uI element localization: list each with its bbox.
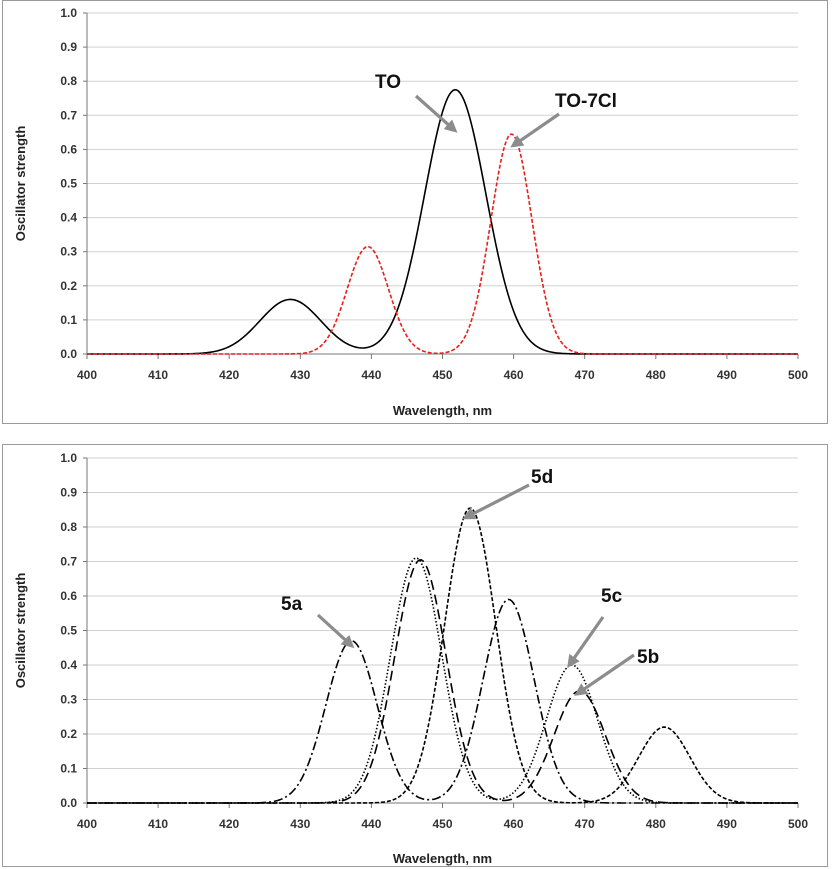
annotation-label-5a: 5a [281, 594, 303, 615]
y-tick-label: 0.5 [60, 177, 77, 191]
series-line-to [87, 88, 798, 355]
y-tick-label: 1.0 [60, 451, 77, 465]
chart-panel-top: 0.0 0.1 0.2 0.3 0.4 0.5 0.6 0.7 0.8 0.9 1.0 400 410 4… [2, 0, 828, 424]
y-tick-label: 0.2 [60, 279, 77, 293]
x-axis-title: Wavelength, nm [393, 403, 492, 418]
x-tick-label: 480 [646, 817, 666, 831]
annotation-arrow [567, 616, 605, 668]
annotation-arrow [462, 483, 530, 520]
y-tick-label: 0.9 [60, 486, 77, 500]
x-tick-label: 410 [148, 368, 168, 382]
x-axis-title: Wavelength, nm [393, 851, 492, 866]
x-tick-label: 480 [646, 368, 666, 382]
y-tick-label: 0.9 [60, 40, 77, 54]
x-tick-label: 440 [361, 817, 381, 831]
y-tick-label: 0.3 [60, 693, 77, 707]
y-tick-label: 0.8 [60, 520, 77, 534]
annotation-label-5d: 5d [531, 467, 553, 488]
annotation-arrow [414, 94, 458, 133]
y-tick-label: 0.0 [60, 796, 77, 810]
y-axis-title: Oscillator strength [13, 126, 28, 242]
y-tick-label: 0.4 [60, 211, 77, 225]
x-tick-label: 430 [290, 817, 310, 831]
y-tick-label: 0.2 [60, 727, 77, 741]
x-tick-label: 400 [77, 817, 97, 831]
series-line-5a [87, 598, 798, 804]
annotation-label-5c: 5c [601, 586, 623, 607]
oscillator-strength-chart-top: 0.0 0.1 0.2 0.3 0.4 0.5 0.6 0.7 0.8 0.9 1.0 400 410 4… [13, 6, 808, 418]
x-tick-label: 460 [504, 817, 524, 831]
annotation-arrow [316, 613, 355, 649]
y-tick-label: 0.6 [60, 589, 77, 603]
annotation-label-5b: 5b [637, 647, 659, 668]
x-tick-label: 420 [219, 368, 239, 382]
series-line-5c [87, 557, 798, 804]
y-tick-label: 0.5 [60, 624, 77, 638]
series-line-to-7cl [87, 133, 798, 355]
y-tick-label: 0.0 [60, 347, 77, 361]
x-tick-label: 460 [504, 368, 524, 382]
x-tick-label: 470 [575, 368, 595, 382]
y-tick-label: 1.0 [60, 6, 77, 20]
y-tick-label: 0.8 [60, 74, 77, 88]
series-line-5d [87, 559, 798, 804]
annotation-arrow [574, 653, 635, 696]
y-tick-label: 0.7 [60, 108, 77, 122]
y-tick-label: 0.7 [60, 555, 77, 569]
x-tick-label: 420 [219, 817, 239, 831]
y-tick-label: 0.1 [60, 313, 77, 327]
x-tick-label: 400 [77, 368, 97, 382]
annotation-label-to: TO [375, 72, 401, 93]
x-tick-label: 430 [290, 368, 310, 382]
annotation-arrow [510, 112, 560, 148]
x-tick-label: 490 [717, 368, 737, 382]
x-tick-label: 490 [717, 817, 737, 831]
x-tick-label: 470 [575, 817, 595, 831]
y-tick-label: 0.4 [60, 658, 77, 672]
annotation-label-to-7cl: TO-7Cl [555, 91, 617, 112]
x-tick-label: 440 [361, 368, 381, 382]
y-tick-label: 0.1 [60, 762, 77, 776]
y-tick-label: 0.3 [60, 245, 77, 259]
x-tick-label: 500 [788, 817, 808, 831]
x-tick-label: 410 [148, 817, 168, 831]
oscillator-strength-chart-bottom: 0.0 0.1 0.2 0.3 0.4 0.5 0.6 0.7 0.8 0.9 1.0 400 410 4… [13, 451, 808, 866]
chart-panel-bottom: 0.0 0.1 0.2 0.3 0.4 0.5 0.6 0.7 0.8 0.9 1.0 400 410 4… [2, 444, 828, 867]
x-tick-label: 450 [432, 817, 452, 831]
y-tick-label: 0.6 [60, 142, 77, 156]
x-tick-label: 450 [432, 368, 452, 382]
y-axis-title: Oscillator strength [13, 573, 28, 689]
x-tick-label: 500 [788, 368, 808, 382]
